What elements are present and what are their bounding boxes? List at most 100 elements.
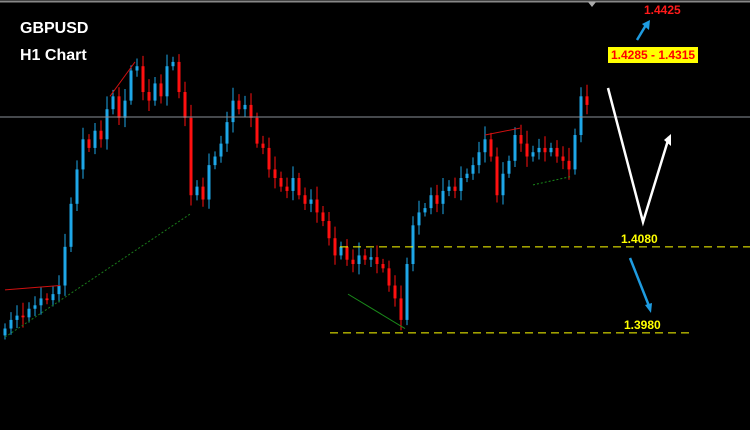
candle-body	[105, 109, 109, 140]
candle-body	[63, 246, 67, 286]
candle-body	[477, 152, 481, 166]
candle-body	[219, 143, 223, 157]
candle-body	[411, 225, 415, 265]
candle-body	[81, 139, 85, 170]
candle-body	[363, 255, 367, 260]
up-arrow	[635, 24, 648, 41]
candle-body	[129, 70, 133, 101]
candle-body	[201, 186, 205, 200]
candle-body	[285, 186, 289, 191]
candle-body	[267, 147, 271, 170]
candle-body	[39, 298, 43, 306]
candle-body	[45, 298, 49, 301]
overlays	[0, 61, 750, 338]
candle-body	[459, 178, 463, 191]
candle-body	[351, 259, 355, 265]
candle-body	[399, 298, 403, 320]
chart-title: GBPUSD	[20, 20, 89, 37]
candles	[3, 54, 589, 340]
chart-subtitle: H1 Chart	[20, 47, 87, 64]
candle-body	[291, 178, 295, 191]
level-label-1: 1.4080	[621, 232, 658, 246]
candle-body	[519, 135, 523, 144]
candle-body	[417, 212, 421, 226]
trendline	[347, 293, 406, 329]
candle-body	[327, 221, 331, 239]
candle-body	[543, 147, 547, 153]
candle-body	[117, 96, 121, 118]
candle-body	[231, 100, 235, 123]
candle-body	[123, 100, 127, 118]
candle-body	[495, 156, 499, 196]
candle-body	[153, 83, 157, 101]
candle-body	[561, 156, 565, 161]
candle-body	[339, 246, 343, 256]
candle-body	[27, 308, 31, 318]
candle-body	[9, 319, 13, 329]
candle-body	[579, 96, 583, 136]
candle-body	[549, 147, 553, 153]
candle-body	[585, 96, 589, 105]
candle-body	[261, 143, 265, 148]
candle-body	[99, 130, 103, 140]
upper-target-label: 1.4425	[644, 3, 681, 17]
candle-body	[243, 104, 247, 110]
candle-body	[87, 139, 91, 148]
candle-body	[315, 199, 319, 213]
candle-body	[441, 190, 445, 204]
candle-body	[489, 139, 493, 157]
candle-body	[297, 178, 301, 196]
trendline	[4, 285, 61, 291]
candle-body	[333, 238, 337, 256]
arrow-head-icon	[664, 134, 671, 146]
arrow-head-icon	[645, 303, 652, 313]
candle-body	[531, 152, 535, 157]
candle-body	[165, 66, 169, 97]
candle-body	[177, 61, 181, 93]
candle-body	[453, 186, 457, 191]
candle-body	[303, 195, 307, 204]
candle-body	[345, 246, 349, 260]
candle-body	[249, 104, 253, 118]
candle-body	[141, 66, 145, 93]
candle-body	[483, 139, 487, 153]
candle-body	[273, 169, 277, 179]
level-label-2: 1.3980	[624, 318, 661, 332]
candle-body	[423, 208, 427, 213]
candle-body	[75, 169, 79, 204]
trendline	[532, 175, 573, 186]
candle-body	[525, 143, 529, 157]
candle-body	[393, 285, 397, 299]
candle-body	[93, 130, 97, 148]
projection-path-arrow	[606, 87, 671, 227]
candle-body	[21, 315, 25, 318]
candle-body	[447, 186, 451, 191]
candle-body	[207, 165, 211, 200]
candle-body	[147, 92, 151, 101]
candle-body	[237, 100, 241, 110]
candle-body	[171, 61, 175, 67]
candle-body	[57, 285, 61, 295]
candle-body	[33, 305, 37, 309]
candle-body	[309, 199, 313, 204]
candle-body	[555, 147, 559, 157]
candle-body	[381, 264, 385, 269]
candle-body	[429, 195, 433, 209]
candle-body	[135, 66, 139, 71]
trendline	[484, 127, 521, 136]
candle-body	[213, 156, 217, 166]
candle-body	[537, 147, 541, 153]
candle-body	[405, 264, 409, 320]
candle-body	[195, 186, 199, 196]
candle-body	[69, 203, 73, 247]
candle-body	[513, 135, 517, 161]
arrow-head-icon	[642, 20, 650, 30]
candle-body	[507, 160, 511, 174]
candle-body	[471, 165, 475, 174]
candle-body	[279, 178, 283, 187]
candle-body	[501, 173, 505, 196]
candle-body	[15, 315, 19, 320]
candle-body	[255, 117, 259, 144]
trendline	[109, 61, 136, 97]
